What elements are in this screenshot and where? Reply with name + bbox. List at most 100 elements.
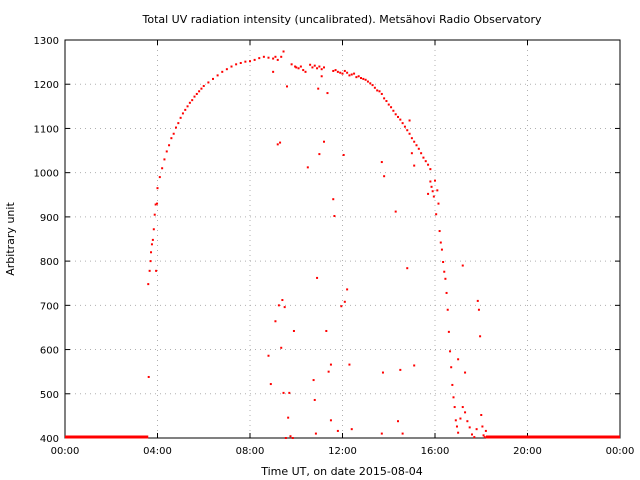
data-point bbox=[399, 118, 402, 121]
y-tick-label: 1200 bbox=[34, 80, 59, 91]
data-point bbox=[360, 77, 362, 80]
data-point bbox=[343, 300, 346, 303]
plot-frame bbox=[64, 39, 621, 439]
data-point bbox=[212, 77, 214, 80]
data-point bbox=[366, 80, 369, 83]
data-point bbox=[394, 210, 397, 213]
data-point bbox=[380, 432, 383, 435]
data-point bbox=[207, 81, 210, 84]
data-point bbox=[297, 67, 300, 70]
data-point bbox=[323, 140, 325, 143]
data-point bbox=[202, 84, 205, 87]
data-point bbox=[191, 99, 194, 102]
data-point bbox=[249, 60, 251, 63]
data-point bbox=[317, 87, 320, 90]
data-point bbox=[283, 306, 286, 309]
data-point bbox=[272, 57, 275, 60]
data-point bbox=[435, 213, 438, 216]
data-point bbox=[239, 61, 242, 64]
data-point bbox=[454, 419, 457, 422]
data-point bbox=[413, 164, 416, 167]
data-point bbox=[184, 108, 187, 111]
data-point bbox=[445, 291, 448, 294]
data-point bbox=[147, 283, 150, 286]
data-point bbox=[427, 192, 430, 195]
data-point bbox=[316, 276, 319, 279]
data-point bbox=[225, 68, 228, 71]
data-point bbox=[299, 65, 302, 68]
data-point bbox=[383, 175, 386, 178]
data-point bbox=[148, 269, 151, 272]
data-point bbox=[446, 308, 449, 311]
data-point bbox=[188, 101, 191, 104]
x-axis-ticks: 00:00 04:00 08:00 12:00 16:00 20:00 00:00 bbox=[51, 40, 634, 457]
data-point bbox=[290, 63, 293, 66]
data-point bbox=[443, 270, 446, 273]
data-point bbox=[484, 429, 487, 432]
data-point bbox=[397, 115, 399, 118]
data-point bbox=[461, 406, 464, 409]
data-point bbox=[336, 70, 339, 73]
data-point bbox=[482, 434, 485, 437]
data-point bbox=[355, 76, 358, 79]
data-point bbox=[380, 92, 383, 95]
data-point bbox=[346, 288, 349, 291]
data-point bbox=[153, 213, 156, 216]
data-point bbox=[323, 66, 325, 69]
data-point bbox=[253, 58, 256, 61]
x-tick-label: 00:00 bbox=[51, 446, 80, 457]
y-axis-ticks: 400 500 600 700 800 900 1000 1100 1200 1300 bbox=[34, 36, 620, 445]
data-point bbox=[313, 64, 316, 67]
data-point bbox=[230, 65, 233, 68]
data-point bbox=[342, 153, 345, 156]
data-point bbox=[444, 277, 447, 280]
data-point bbox=[357, 75, 360, 78]
data-point bbox=[348, 74, 351, 77]
data-point bbox=[284, 437, 287, 439]
data-point bbox=[476, 299, 479, 302]
data-point bbox=[364, 78, 367, 81]
data-point bbox=[413, 140, 416, 143]
data-point bbox=[453, 406, 456, 409]
data-point bbox=[161, 167, 164, 170]
data-point bbox=[399, 368, 402, 371]
data-point bbox=[336, 429, 339, 432]
data-point bbox=[383, 97, 386, 100]
data-point bbox=[316, 67, 319, 70]
data-point bbox=[373, 86, 376, 89]
data-point bbox=[473, 436, 476, 439]
data-point bbox=[272, 70, 275, 73]
data-point bbox=[340, 305, 343, 308]
data-point bbox=[415, 144, 418, 147]
data-point bbox=[156, 187, 159, 190]
data-point bbox=[276, 58, 279, 61]
data-point bbox=[378, 90, 381, 93]
data-point bbox=[302, 69, 305, 72]
data-point bbox=[150, 251, 153, 254]
data-point bbox=[274, 320, 277, 323]
y-tick-label: 1100 bbox=[34, 124, 59, 135]
data-point bbox=[314, 432, 317, 435]
data-point bbox=[276, 143, 279, 146]
data-point bbox=[376, 89, 379, 92]
data-point bbox=[311, 66, 314, 69]
data-point bbox=[343, 69, 346, 72]
data-point bbox=[417, 147, 420, 150]
data-point bbox=[329, 363, 332, 366]
x-tick-label: 08:00 bbox=[236, 446, 265, 457]
data-point bbox=[200, 87, 203, 90]
data-point bbox=[341, 72, 344, 75]
data-point bbox=[429, 180, 432, 183]
data-point bbox=[304, 70, 307, 73]
y-tick-label: 900 bbox=[40, 213, 59, 224]
data-point bbox=[401, 432, 404, 435]
data-point bbox=[333, 215, 336, 218]
data-point bbox=[406, 129, 409, 132]
data-point bbox=[353, 72, 356, 75]
data-point bbox=[350, 73, 353, 76]
data-point bbox=[471, 433, 473, 436]
data-point bbox=[295, 66, 298, 69]
data-point bbox=[475, 428, 478, 431]
data-point bbox=[452, 396, 455, 399]
data-point bbox=[282, 391, 285, 394]
